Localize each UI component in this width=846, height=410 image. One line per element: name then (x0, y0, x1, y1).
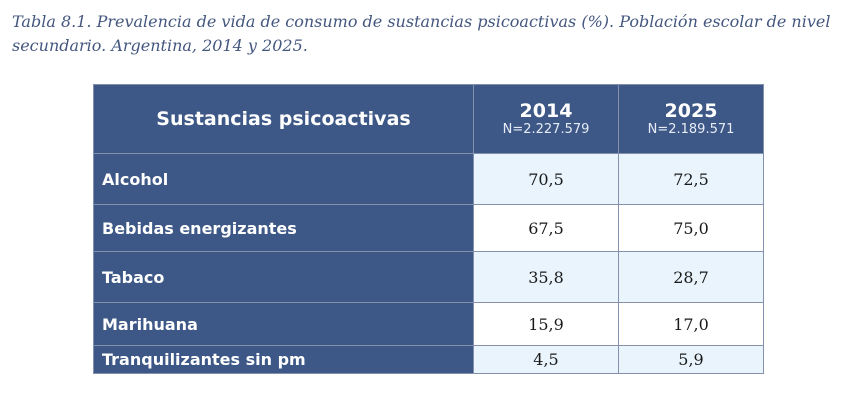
value-2014: 67,5 (473, 204, 619, 252)
year-2025-label: 2025 (664, 100, 718, 122)
value-2025: 5,9 (618, 345, 764, 374)
header-year-2025: 2025 N=2.189.571 (618, 84, 764, 154)
value-2014: 15,9 (473, 302, 619, 346)
header-row: Sustancias psicoactivas 2014 N=2.227.579… (93, 84, 764, 154)
row-label: Alcohol (93, 153, 474, 205)
row-label: Marihuana (93, 302, 474, 346)
table-row-marihuana: Marihuana 15,9 17,0 (93, 302, 764, 346)
header-substances: Sustancias psicoactivas (93, 84, 474, 154)
value-2025: 75,0 (618, 204, 764, 252)
row-label: Tabaco (93, 251, 474, 303)
value-2014: 35,8 (473, 251, 619, 303)
value-2014: 70,5 (473, 153, 619, 205)
value-2025: 72,5 (618, 153, 764, 205)
header-year-2014: 2014 N=2.227.579 (473, 84, 619, 154)
row-label: Tranquilizantes sin pm (93, 345, 474, 374)
table-row-alcohol: Alcohol 70,5 72,5 (93, 153, 764, 205)
table-caption: Tabla 8.1. Prevalencia de vida de consum… (12, 12, 831, 55)
value-2025: 28,7 (618, 251, 764, 303)
value-2025: 17,0 (618, 302, 764, 346)
year-2014-label: 2014 (519, 100, 573, 122)
row-label: Bebidas energizantes (93, 204, 474, 252)
year-2025-sample-size: N=2.189.571 (647, 122, 735, 137)
table-row-bebidas-energizantes: Bebidas energizantes 67,5 75,0 (93, 204, 764, 252)
prevalence-table: Sustancias psicoactivas 2014 N=2.227.579… (93, 84, 764, 374)
year-2014-sample-size: N=2.227.579 (502, 122, 590, 137)
table-row-tabaco: Tabaco 35,8 28,7 (93, 251, 764, 303)
value-2014: 4,5 (473, 345, 619, 374)
table-row-tranquilizantes: Tranquilizantes sin pm 4,5 5,9 (93, 345, 764, 374)
